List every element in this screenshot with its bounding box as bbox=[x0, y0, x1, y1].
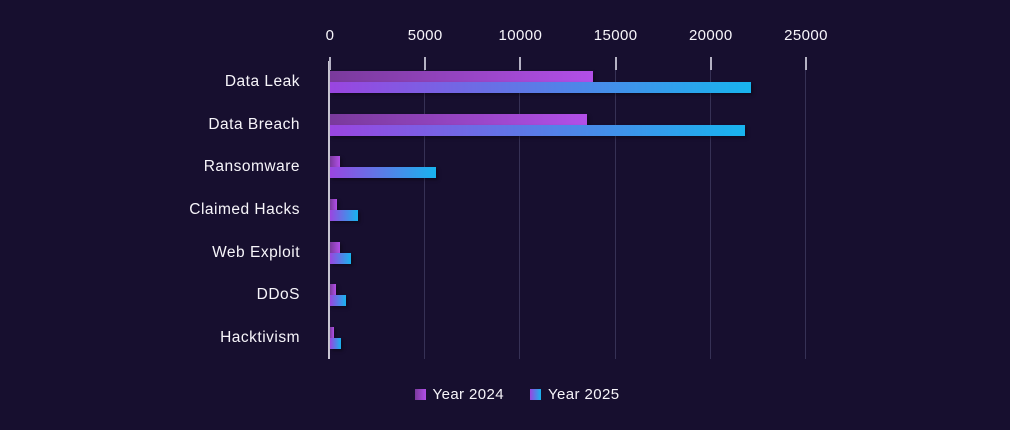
x-axis-tick-label: 15000 bbox=[593, 27, 638, 44]
legend-label: Year 2025 bbox=[548, 386, 620, 403]
bar-year-2024 bbox=[330, 326, 334, 338]
category-label: DDoS bbox=[256, 286, 300, 304]
legend: Year 2024 Year 2025 bbox=[0, 386, 1010, 403]
bar-year-2025 bbox=[330, 209, 359, 221]
x-axis-tick-labels: 0 5000 10000 15000 20000 25000 bbox=[326, 27, 828, 47]
category-label: Data Leak bbox=[224, 73, 300, 91]
bar-year-2024 bbox=[330, 71, 593, 83]
x-axis-tick-label: 5000 bbox=[407, 27, 443, 44]
x-axis-tick-label: 10000 bbox=[498, 27, 543, 44]
category-label: Claimed Hacks bbox=[189, 200, 300, 218]
x-axis-tick bbox=[614, 57, 617, 70]
bar-row bbox=[330, 104, 806, 147]
bar-year-2025 bbox=[330, 124, 746, 136]
bar-pair bbox=[330, 284, 806, 307]
bar-year-2024 bbox=[330, 113, 588, 125]
bar-pair bbox=[330, 71, 806, 94]
bar-pair bbox=[330, 113, 806, 136]
x-axis-tick bbox=[424, 57, 427, 70]
bar-year-2025 bbox=[330, 295, 347, 307]
bar-year-2024 bbox=[330, 284, 337, 296]
plot-area bbox=[328, 57, 807, 359]
gridline bbox=[424, 61, 426, 359]
bar-row bbox=[330, 61, 806, 104]
legend-label: Year 2024 bbox=[432, 386, 504, 403]
bar-year-2025 bbox=[330, 82, 751, 94]
x-axis-tick bbox=[519, 57, 522, 70]
x-axis-tick-label: 0 bbox=[325, 27, 335, 44]
x-axis-tick bbox=[329, 57, 331, 70]
x-axis-tick bbox=[709, 57, 712, 70]
gridline bbox=[519, 61, 521, 359]
y-axis-line bbox=[328, 61, 330, 359]
bar-year-2024 bbox=[330, 241, 340, 253]
category-label: Hacktivism bbox=[220, 328, 300, 346]
gridline bbox=[709, 61, 711, 359]
bar-year-2025 bbox=[330, 252, 351, 264]
gridline bbox=[805, 61, 806, 359]
x-axis-tick-label: 20000 bbox=[688, 27, 733, 44]
bar-year-2025 bbox=[330, 167, 436, 179]
legend-swatch bbox=[414, 389, 426, 400]
bar-row bbox=[330, 316, 806, 359]
gridline bbox=[614, 61, 616, 359]
bar-pair bbox=[330, 198, 806, 221]
bar-pair bbox=[330, 156, 806, 179]
category-label: Web Exploit bbox=[212, 243, 300, 261]
bar-row bbox=[330, 231, 806, 274]
bar-pair bbox=[330, 326, 806, 349]
legend-item: Year 2025 bbox=[530, 386, 619, 403]
category-label: Data Breach bbox=[208, 115, 300, 133]
bar-year-2025 bbox=[330, 337, 342, 349]
x-axis-tick-label: 25000 bbox=[784, 27, 828, 44]
bar-row bbox=[330, 274, 806, 317]
category-label: Ransomware bbox=[203, 158, 300, 176]
bar-row bbox=[330, 189, 806, 232]
bar-year-2024 bbox=[330, 198, 337, 210]
legend-swatch bbox=[530, 389, 541, 400]
bar-year-2024 bbox=[330, 156, 340, 168]
bar-pair bbox=[330, 241, 806, 264]
x-axis-tick bbox=[805, 57, 807, 70]
category-labels: Data Leak Data Breach Ransomware Claimed Ha… bbox=[0, 61, 315, 359]
bar-row bbox=[330, 146, 806, 189]
legend-item: Year 2024 bbox=[414, 386, 504, 403]
